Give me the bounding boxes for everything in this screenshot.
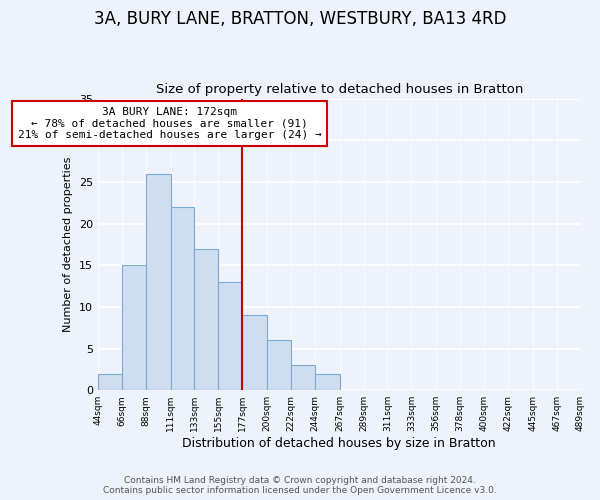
Bar — [291, 365, 315, 390]
X-axis label: Distribution of detached houses by size in Bratton: Distribution of detached houses by size … — [182, 437, 496, 450]
Text: 3A BURY LANE: 172sqm
← 78% of detached houses are smaller (91)
21% of semi-detac: 3A BURY LANE: 172sqm ← 78% of detached h… — [17, 107, 322, 140]
Bar — [146, 174, 170, 390]
Bar — [315, 374, 340, 390]
Text: Contains HM Land Registry data © Crown copyright and database right 2024.
Contai: Contains HM Land Registry data © Crown c… — [103, 476, 497, 495]
Bar — [170, 207, 194, 390]
Bar — [98, 374, 122, 390]
Y-axis label: Number of detached properties: Number of detached properties — [64, 156, 73, 332]
Bar — [122, 265, 146, 390]
Title: Size of property relative to detached houses in Bratton: Size of property relative to detached ho… — [155, 83, 523, 96]
Text: 3A, BURY LANE, BRATTON, WESTBURY, BA13 4RD: 3A, BURY LANE, BRATTON, WESTBURY, BA13 4… — [94, 10, 506, 28]
Bar — [194, 248, 218, 390]
Bar — [267, 340, 291, 390]
Bar — [218, 282, 242, 390]
Bar — [242, 315, 267, 390]
